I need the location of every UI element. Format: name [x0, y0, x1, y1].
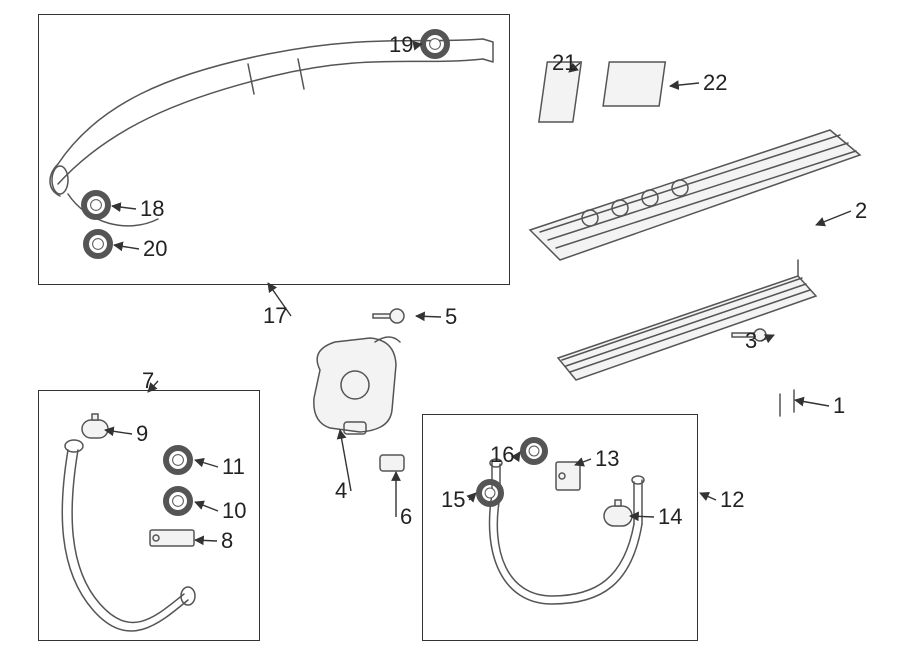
- leader-3: [761, 335, 774, 341]
- leader-15: [469, 493, 476, 500]
- leader-19: [417, 44, 422, 45]
- leader-17: [268, 283, 291, 316]
- leader-5: [416, 316, 441, 317]
- leader-14: [630, 516, 654, 517]
- leader-22: [670, 83, 699, 86]
- leader-2: [816, 211, 851, 225]
- leader-21: [569, 63, 580, 72]
- leader-11: [195, 460, 218, 467]
- leader-13: [575, 459, 591, 465]
- leader-10: [195, 502, 218, 511]
- parts-diagram-canvas: 12345678910111213141516171819202122: [0, 0, 900, 661]
- leader-8: [195, 540, 217, 541]
- leader-12: [700, 493, 716, 500]
- leader-16: [518, 452, 520, 455]
- leader-1: [795, 400, 829, 406]
- leader-4: [340, 430, 351, 491]
- leader-20: [114, 245, 139, 249]
- leader-lines: [0, 0, 900, 661]
- leader-7: [148, 381, 158, 392]
- leader-18: [112, 206, 136, 209]
- leader-9: [105, 430, 132, 434]
